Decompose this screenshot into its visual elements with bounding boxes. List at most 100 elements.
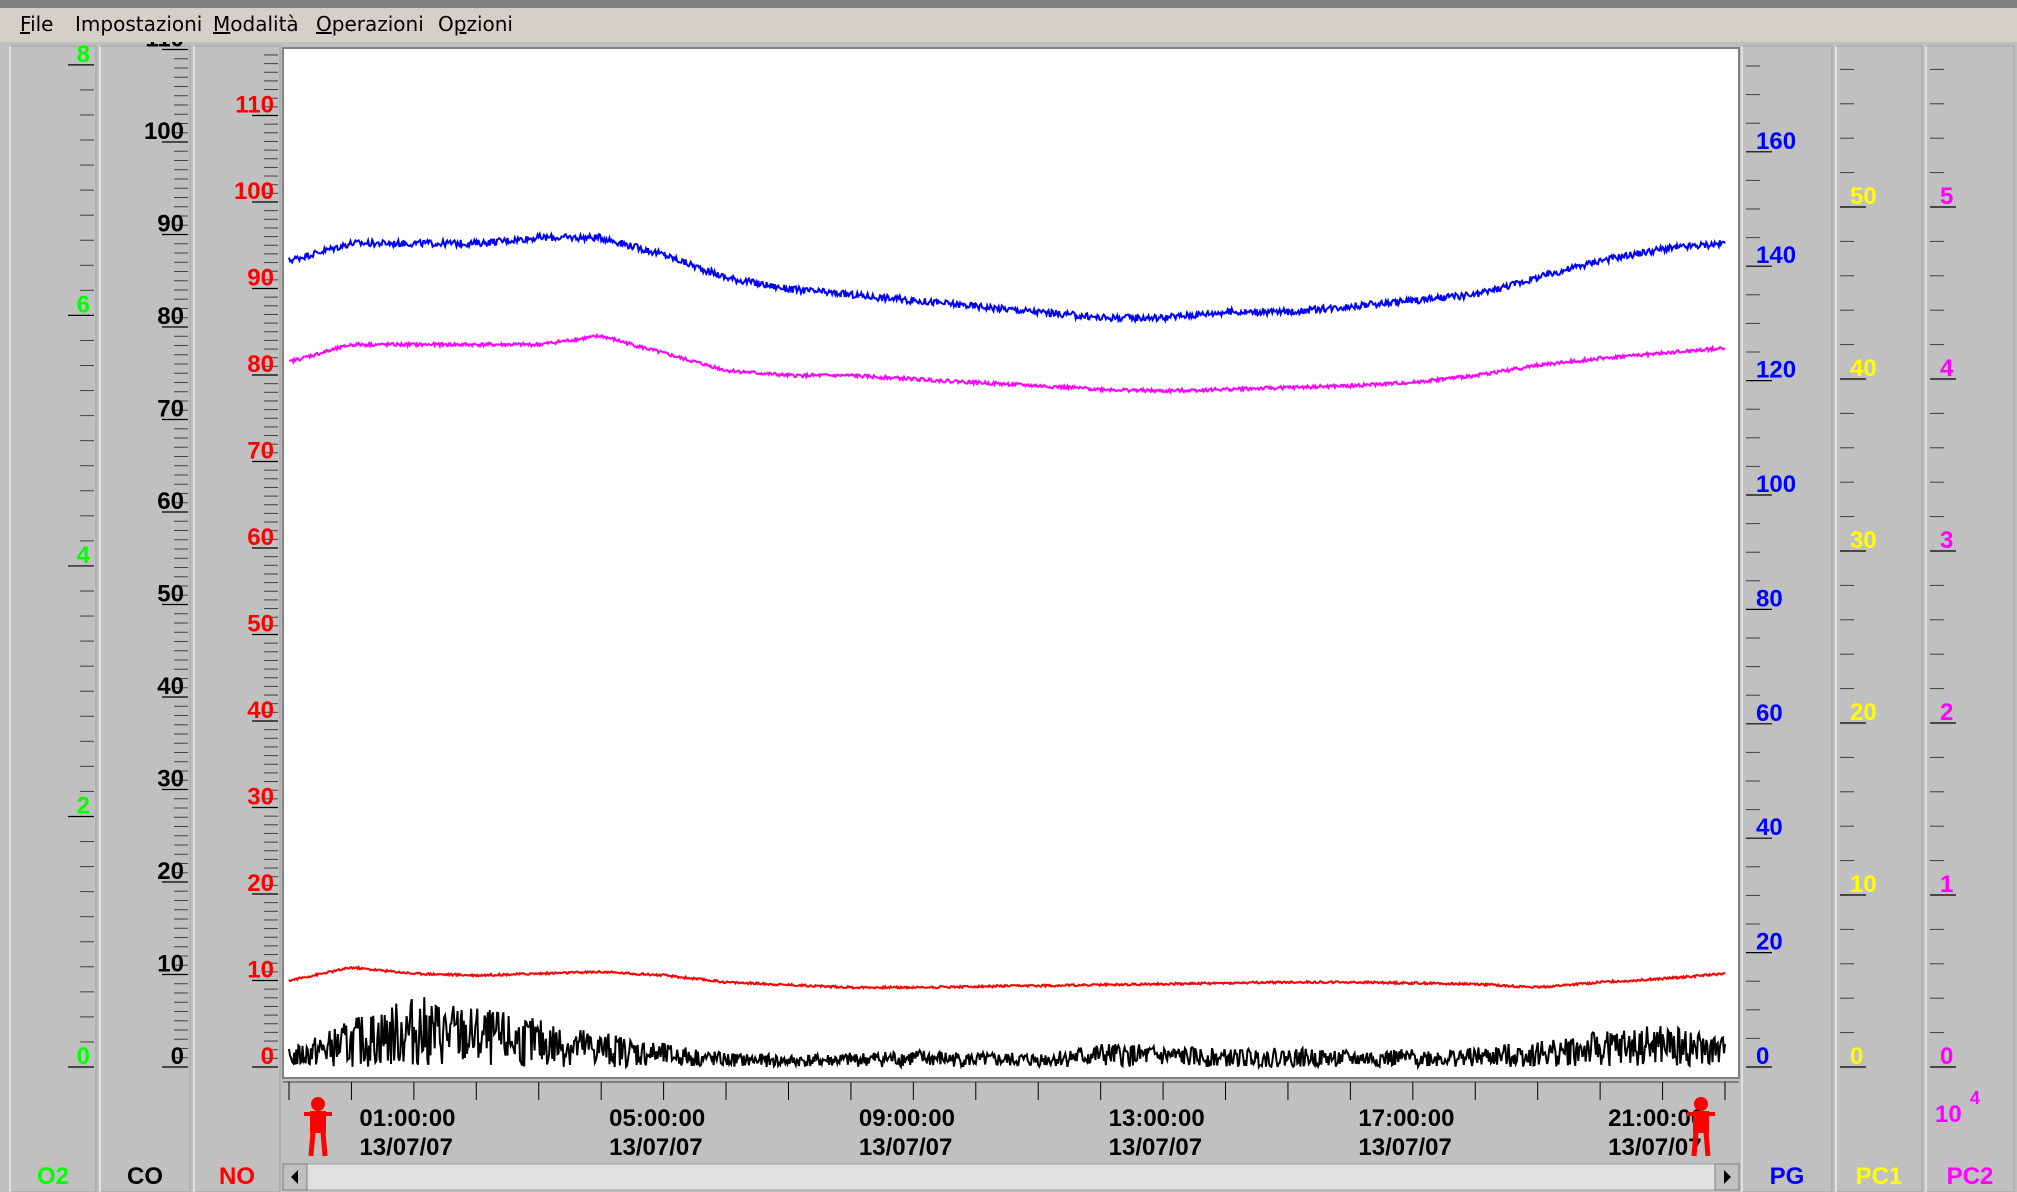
axis-tick-label-co: 80 (157, 303, 184, 330)
series-line-no (288, 965, 1726, 991)
date-tick-label: 13/07/07 (609, 1134, 702, 1161)
axis-tick-label-pg: 140 (1756, 242, 1796, 269)
plot-area (282, 47, 1740, 1079)
axis-tick-label-no: 110 (235, 92, 274, 119)
axis-title-no: NO (219, 1163, 255, 1190)
axis-tick-label-no: 60 (247, 524, 274, 551)
axis-tick-label-pc1: 10 (1850, 871, 1877, 898)
axis-tick-label-no: 30 (247, 784, 274, 811)
menu-opzioni[interactable]: Opzioni (438, 12, 513, 36)
scrollbar-track (282, 1163, 1740, 1191)
axis-tick-label-co: 100 (144, 118, 184, 145)
axis-column-bg (99, 45, 191, 1192)
axis-tick-label-pc2: 3 (1940, 527, 1953, 554)
axis-title-o2: O2 (37, 1163, 69, 1190)
axis-tick-label-co: 40 (157, 673, 184, 700)
axis-tick-label-no: 10 (247, 957, 274, 984)
axis-tick-label-no: 0 (261, 1043, 274, 1070)
date-tick-label: 13/07/07 (359, 1134, 452, 1161)
axis-tick-label-pg: 20 (1756, 929, 1783, 956)
axis-tick-label-pg: 40 (1756, 814, 1783, 841)
axis-column-bg (1925, 45, 2015, 1192)
axis-title-pg: PG (1770, 1163, 1805, 1190)
time-tick-label: 13:00:00 (1109, 1105, 1205, 1132)
menu-modalita[interactable]: Modalità (213, 12, 299, 36)
menu-bar: File Impostazioni Modalità Operazioni Op… (0, 8, 2017, 42)
axis-title-pc2: PC2 (1947, 1163, 1994, 1190)
axis-tick-label-co: 30 (157, 766, 184, 793)
time-tick-label: 01:00:00 (359, 1105, 455, 1132)
axis-tick-label-no: 20 (247, 870, 274, 897)
axis-tick-label-no: 70 (247, 438, 274, 465)
series-line-pg (288, 230, 1726, 325)
date-tick-label: 13/07/07 (1109, 1134, 1202, 1161)
person-head (311, 1097, 325, 1111)
pc2-multiplier: 10 (1935, 1101, 1962, 1128)
axis-tick-label-pc1: 30 (1850, 527, 1877, 554)
start-marker-icon[interactable] (304, 1097, 332, 1157)
person-body (1693, 1111, 1709, 1133)
menu-file[interactable]: File (20, 12, 54, 36)
axis-tick-label-pc1: 50 (1850, 183, 1877, 210)
series-line-pc2 (288, 333, 1726, 395)
axis-tick-label-pc1: 0 (1850, 1043, 1863, 1070)
axis-tick-label-pg: 80 (1756, 585, 1783, 612)
axis-tick-label-pc1: 40 (1850, 355, 1877, 382)
axis-tick-label-co: 90 (157, 211, 184, 238)
person-leg (320, 1131, 328, 1157)
person-head (1694, 1097, 1708, 1111)
time-tick-label: 09:00:00 (859, 1105, 955, 1132)
end-marker-icon[interactable] (1687, 1097, 1715, 1157)
axis-tick-label-pc2: 1 (1940, 871, 1953, 898)
axis-tick-label-pc2: 0 (1940, 1043, 1953, 1070)
axis-column-bg (1835, 45, 1923, 1192)
axis-tick-label-co: 0 (171, 1043, 184, 1070)
axis-tick-label-pc2: 2 (1940, 699, 1953, 726)
time-tick-label: 21:00:00 (1608, 1105, 1704, 1132)
axis-column-bg (9, 45, 97, 1192)
axis-tick-label-co: 10 (157, 951, 184, 978)
date-tick-label: 13/07/07 (1358, 1134, 1451, 1161)
axis-tick-label-pg: 100 (1756, 471, 1796, 498)
axis-tick-label-no: 40 (247, 697, 274, 724)
person-leg (308, 1131, 316, 1157)
person-leg (1691, 1131, 1699, 1157)
axis-tick-label-pc2: 5 (1940, 183, 1953, 210)
axis-column-bg (1741, 45, 1833, 1192)
person-body (310, 1111, 326, 1133)
time-tick-label: 05:00:00 (609, 1105, 705, 1132)
chart-svg: 0246810121416O20102030405060708090100110… (9, 42, 2015, 1192)
axis-tick-label-o2: 2 (77, 792, 90, 819)
axis-tick-label-co: 50 (157, 581, 184, 608)
axis-tick-label-no: 100 (234, 178, 274, 205)
window-top-border (0, 0, 2017, 8)
date-tick-label: 13/07/07 (859, 1134, 952, 1161)
axis-title-pc1: PC1 (1856, 1163, 1903, 1190)
chart-window: 0246810121416O20102030405060708090100110… (0, 42, 2017, 1192)
series-line-co (288, 997, 1726, 1071)
scroll-left-arrow-icon (291, 1170, 298, 1184)
axis-tick-label-co: 60 (157, 488, 184, 515)
axis-tick-label-o2: 6 (77, 291, 90, 318)
time-tick-label: 17:00:00 (1358, 1105, 1454, 1132)
axis-tick-label-o2: 8 (77, 42, 90, 68)
axis-tick-label-pc1: 20 (1850, 699, 1877, 726)
scroll-right-arrow-icon (1724, 1170, 1731, 1184)
date-tick-label: 13/07/07 (1608, 1134, 1701, 1161)
axis-tick-label-pg: 160 (1756, 128, 1796, 155)
axis-tick-label-pc2: 4 (1940, 355, 1954, 382)
axis-tick-label-no: 80 (247, 351, 274, 378)
axis-tick-label-o2: 4 (77, 542, 91, 569)
axis-tick-label-co: 110 (145, 42, 184, 53)
axis-title-co: CO (127, 1163, 163, 1190)
axis-tick-label-pg: 60 (1756, 700, 1783, 727)
axis-tick-label-pg: 0 (1756, 1043, 1769, 1070)
menu-operazioni[interactable]: Operazioni (316, 12, 424, 36)
axis-tick-label-o2: 0 (77, 1043, 90, 1070)
axis-tick-label-co: 20 (157, 858, 184, 885)
person-leg (1703, 1131, 1711, 1157)
axis-tick-label-pg: 120 (1756, 357, 1796, 384)
menu-impostazioni[interactable]: Impostazioni (75, 12, 203, 36)
axis-tick-label-co: 70 (157, 396, 184, 423)
axis-tick-label-no: 50 (247, 611, 274, 638)
